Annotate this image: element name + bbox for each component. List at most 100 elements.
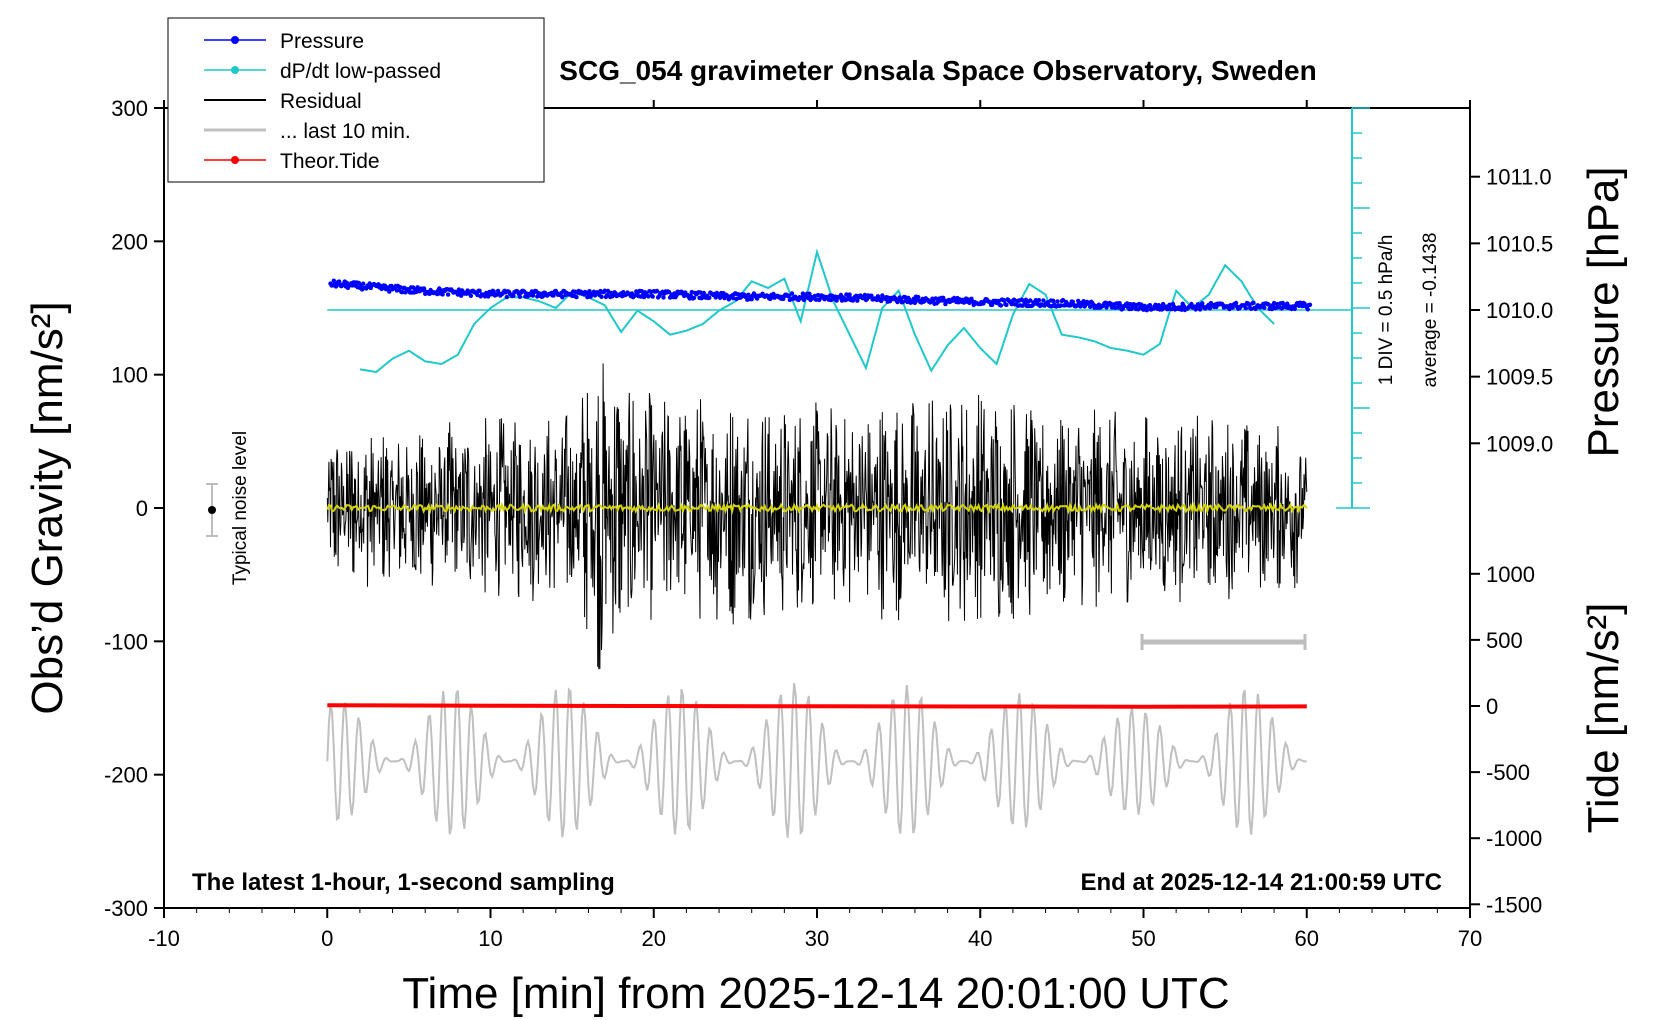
pressure-point [504,294,509,300]
legend-item-residual: Residual [204,90,362,113]
legend-item-last10: ... last 10 min. [204,120,411,143]
legend-label: Residual [280,90,362,113]
pressure-point [1243,306,1249,311]
pressure-point [1200,301,1205,306]
pressure-point [1002,298,1007,303]
tide-tick-label: -1000 [1486,826,1542,851]
pressure-point [1051,298,1056,303]
pressure-point [387,289,392,294]
pressure-tick-label: 1009.0 [1486,431,1553,456]
pressure-point [517,294,523,299]
pressure-point [933,296,938,301]
pressure-point [1139,302,1144,307]
pressure-point [1271,300,1277,306]
y-axis-title-tide: Tide [nm/s²] [1579,603,1628,834]
tide-line [327,703,1307,709]
average-label: average = -0.1438 [1420,233,1441,388]
y-axis-title-left: Obs’d Gravity [nm/s²] [23,301,72,714]
pressure-point [491,289,496,294]
pressure-point [1179,307,1184,312]
pressure-point [551,293,556,298]
pressure-point [602,288,607,293]
pressure-point [1113,305,1118,310]
pressure-point [807,291,812,296]
pressure-point [1036,298,1042,303]
pressure-point [817,297,822,303]
x-tick-label: 40 [968,926,992,951]
x-tick-label: 70 [1458,926,1482,951]
noise-level-indicator [206,483,218,537]
tide-tick-label: -500 [1486,760,1530,785]
legend-label: ... last 10 min. [280,120,411,143]
ticks-layer: -10 0 10 20 30 40 50 60 70-300-200-1000100200300… [104,96,1553,951]
pressure-series [328,278,1313,313]
pressure-point [998,303,1004,308]
pressure-point [786,293,791,298]
chart-title: SCG_054 gravimeter Onsala Space Observat… [559,55,1316,86]
div-label: 1 DIV = 0.5 hPa/h [1376,235,1397,386]
dpdt-line [359,248,1275,374]
pressure-point [1081,299,1086,304]
pressure-point [1307,302,1313,307]
tide-tick-label: 500 [1486,628,1523,653]
pressure-point [540,294,545,299]
y-tick-label: -100 [104,629,148,654]
pressure-point [1088,304,1093,309]
pressure-point [646,294,651,299]
pressure-point [1055,299,1060,304]
pressure-point [1011,297,1017,302]
pressure-point [1305,307,1311,312]
pressure-point [689,289,694,295]
pressure-point [1060,297,1066,303]
legend-label: Theor.Tide [280,150,380,173]
pressure-point [1009,302,1014,307]
pressure-point [486,294,491,299]
pressure-point [1197,307,1203,312]
tide-tick-label: -1500 [1486,892,1542,917]
pressure-point [916,294,921,300]
pressure-tick-label: 1009.5 [1486,365,1553,390]
pressure-point [1004,302,1009,308]
pressure-point [749,297,754,302]
x-tick-label: 30 [805,926,829,951]
y-tick-label: 300 [111,96,148,121]
pressure-point [440,292,445,297]
y-tick-label: 0 [136,496,148,521]
pressure-point [650,294,655,299]
pressure-point [337,279,342,284]
pressure-point [654,288,660,294]
last-10-min-bar [1140,634,1307,650]
pressure-point [666,289,672,295]
pressure-point [361,281,366,286]
noise-level-label: Typical noise level [230,431,251,585]
pressure-point [789,291,795,296]
pressure-point [648,289,653,294]
pressure-point [599,294,604,299]
pressure-point [477,288,482,293]
bottom-right-note: End at 2025-12-14 21:00:59 UTC [1081,869,1443,896]
pressure-point [812,293,817,299]
pressure-point [1233,300,1239,306]
x-tick-label: 60 [1295,926,1319,951]
y-axis-title-pressure: Pressure [hPa] [1579,166,1628,457]
pressure-point [468,293,474,298]
legend-item-pressure: Pressure [204,30,364,53]
pressure-point [862,292,868,298]
pressure-point [1292,306,1298,312]
pressure-point [1251,300,1256,305]
pressure-point [421,286,427,291]
pressure-point [834,298,839,303]
pressure-point [731,296,736,301]
residual-smoothed-line [326,500,1308,515]
x-tick-label: 10 [478,926,502,951]
pressure-point [1153,302,1158,307]
pressure-point [511,293,516,298]
pressure-point [587,289,592,294]
y-tick-label: 100 [111,363,148,388]
x-tick-label: 20 [642,926,666,951]
legend-label: dP/dt low-passed [280,60,441,83]
last-10-min-line [326,682,1307,838]
pressure-point [574,294,579,300]
x-tick-label: 0 [321,926,333,951]
